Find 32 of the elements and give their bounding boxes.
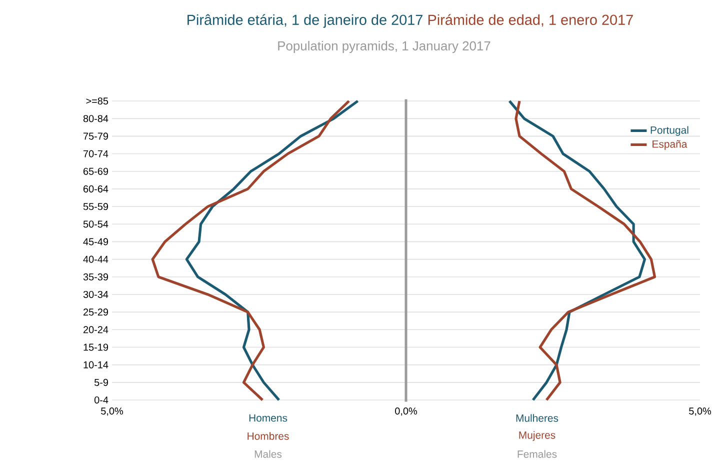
y-tick-label: 10-14 [84, 361, 108, 368]
y-tick-label: 0-4 [94, 396, 108, 404]
legend-label: Portugal [650, 126, 688, 136]
y-tick-label: 30-34 [83, 290, 108, 298]
text: Hombres [248, 432, 289, 440]
y-tick-label: 65-69 [84, 168, 108, 175]
y-tick-label: 5-9 [94, 378, 108, 386]
y-tick-label: 50-54 [83, 220, 108, 228]
text: Females [518, 450, 557, 458]
y-tick-label: 70-74 [84, 150, 108, 158]
text: Pirámide de edad, 1 enero 2017 [428, 14, 633, 27]
y-tick-label: 55-59 [83, 203, 108, 210]
y-tick-label: 45-49 [83, 238, 108, 246]
y-tick-label: 20-24 [84, 326, 108, 334]
y-tick-label: >=85 [86, 97, 108, 105]
y-tick-label: 25-29 [84, 308, 108, 316]
y-tick-label: 40-44 [83, 256, 108, 263]
y-tick-label: 80-84 [83, 115, 108, 122]
chart-subtitle: Population pyramids, 1 January 2017 [278, 40, 490, 54]
legend-label: España [652, 140, 688, 150]
text: Mulheres [516, 414, 558, 422]
y-tick-label: 35-39 [83, 273, 108, 280]
y-tick-label: 75-79 [84, 132, 108, 140]
y-tick-label: 60-64 [84, 185, 108, 192]
text: Mujeres [519, 431, 556, 441]
y-tick-label: 15-19 [84, 344, 108, 351]
x-tick-label: 0,0% [395, 408, 418, 416]
x-tick-label: 5,0% [689, 408, 712, 416]
chart-title: Pirâmide etária, 1 de janeiro de 2017 [188, 14, 422, 28]
text: Males [254, 450, 282, 458]
x-tick-label: 5,0% [101, 408, 124, 416]
text: Homens [249, 414, 288, 422]
